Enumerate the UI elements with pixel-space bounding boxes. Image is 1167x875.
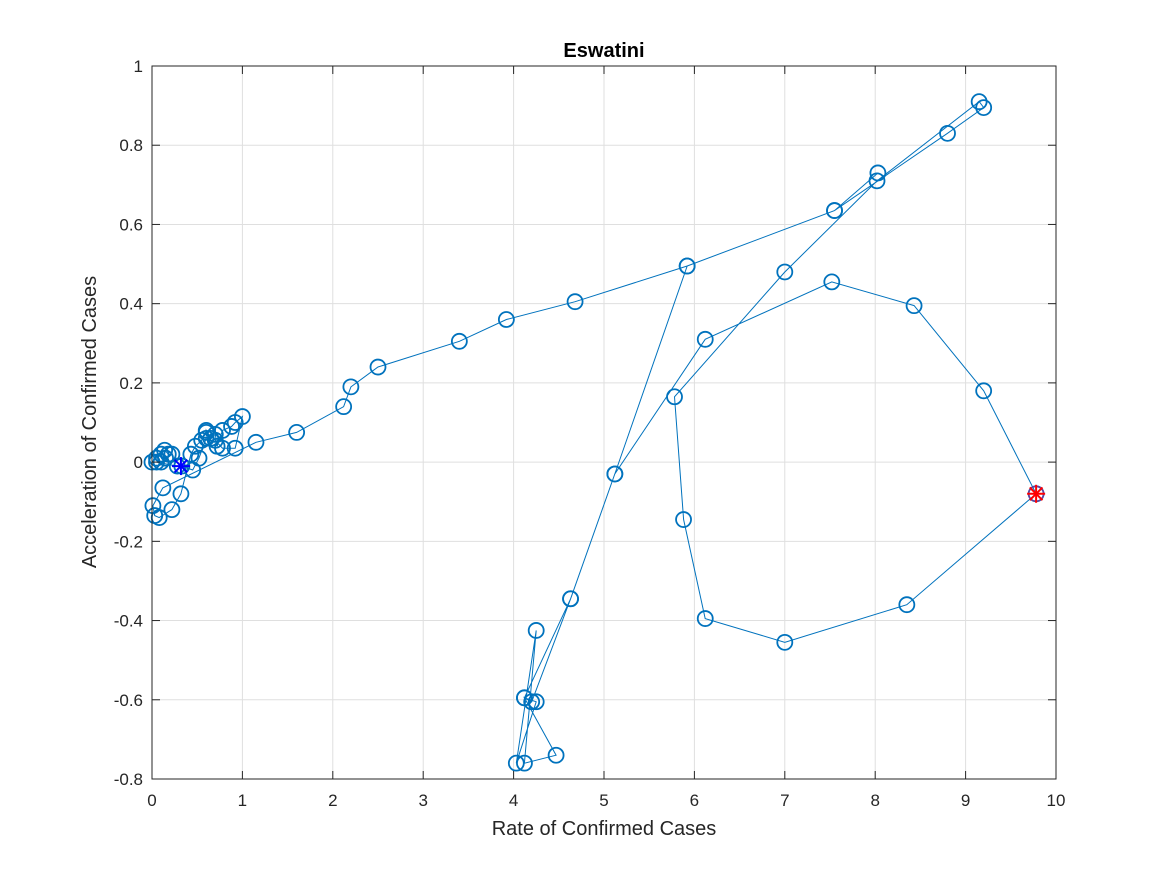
start-marker-stroke bbox=[173, 459, 188, 474]
data-point bbox=[369, 358, 387, 376]
data-point bbox=[606, 465, 624, 483]
data-point bbox=[226, 439, 244, 457]
data-point bbox=[247, 433, 265, 451]
data-point bbox=[223, 418, 240, 435]
data-point bbox=[288, 424, 306, 441]
ticks: 0 1 2 3 4 5 6 7 8 9 10 -0.8 -0.6 -0.4 -0.2 0 0.2 0.4 0.6 0.… bbox=[114, 57, 1066, 810]
data-point bbox=[898, 596, 916, 614]
x-tick-label: 8 bbox=[870, 791, 879, 810]
data-point bbox=[516, 754, 533, 772]
data-point bbox=[172, 485, 190, 503]
data-point bbox=[527, 622, 545, 639]
chart-title: Eswatini bbox=[563, 40, 644, 62]
x-tick-label: 1 bbox=[238, 791, 247, 810]
y-tick-label: -0.6 bbox=[114, 691, 143, 710]
data-point bbox=[163, 501, 181, 519]
data-point bbox=[696, 610, 714, 627]
data-point bbox=[154, 479, 172, 497]
data-point bbox=[566, 293, 584, 311]
y-axis-label: Acceleration of Confirmed Cases bbox=[79, 276, 101, 568]
data-point bbox=[905, 297, 923, 315]
data-point bbox=[186, 437, 204, 455]
x-tick-label: 9 bbox=[961, 791, 970, 810]
end-marker-stroke bbox=[1029, 486, 1044, 501]
data-point bbox=[182, 445, 200, 463]
x-tick-label: 5 bbox=[599, 791, 608, 810]
data-point bbox=[675, 511, 692, 528]
data-point bbox=[197, 424, 215, 441]
data-point bbox=[152, 445, 170, 463]
data-point bbox=[157, 449, 174, 467]
x-axis-label: Rate of Confirmed Cases bbox=[492, 818, 717, 840]
series-layer bbox=[143, 93, 1046, 772]
data-point bbox=[970, 93, 988, 111]
y-tick-label: 0.2 bbox=[119, 374, 143, 393]
y-tick-label: 1 bbox=[134, 57, 143, 76]
y-tick-label: -0.2 bbox=[114, 532, 143, 551]
data-point bbox=[562, 590, 579, 608]
data-point bbox=[144, 497, 162, 515]
data-point bbox=[776, 633, 794, 651]
data-point bbox=[233, 408, 251, 425]
data-point bbox=[696, 330, 714, 348]
data-point bbox=[826, 202, 843, 219]
data-point bbox=[516, 689, 533, 707]
y-tick-label: 0.4 bbox=[119, 295, 143, 314]
data-point bbox=[190, 449, 208, 467]
data-point bbox=[869, 164, 887, 182]
data-point bbox=[975, 382, 993, 400]
y-tick-label: 0.6 bbox=[119, 215, 143, 234]
data-point bbox=[335, 398, 353, 416]
x-tick-label: 4 bbox=[509, 791, 518, 810]
data-point bbox=[193, 431, 211, 449]
y-tick-label: -0.8 bbox=[114, 770, 143, 789]
y-tick-label: 0.8 bbox=[119, 136, 143, 155]
y-tick-label: -0.4 bbox=[114, 612, 143, 631]
x-tick-label: 10 bbox=[1047, 791, 1066, 810]
data-point bbox=[868, 172, 886, 190]
data-point bbox=[678, 257, 696, 275]
x-tick-label: 7 bbox=[780, 791, 789, 810]
data-point bbox=[507, 754, 525, 772]
data-point bbox=[497, 311, 515, 328]
data-point bbox=[547, 746, 565, 764]
start-marker bbox=[171, 457, 190, 476]
data-point bbox=[146, 507, 164, 524]
data-point bbox=[342, 378, 360, 396]
x-tick-label: 0 bbox=[147, 791, 156, 810]
y-tick-label: 0 bbox=[134, 453, 143, 472]
data-point bbox=[527, 693, 545, 711]
data-point bbox=[823, 273, 841, 291]
data-point bbox=[666, 388, 683, 406]
data-point bbox=[939, 124, 956, 142]
data-point bbox=[450, 332, 468, 350]
x-tick-label: 3 bbox=[418, 791, 427, 810]
x-tick-label: 6 bbox=[690, 791, 699, 810]
data-point bbox=[776, 263, 794, 281]
x-tick-label: 2 bbox=[328, 791, 337, 810]
data-point bbox=[148, 453, 165, 471]
end-marker bbox=[1027, 484, 1046, 503]
